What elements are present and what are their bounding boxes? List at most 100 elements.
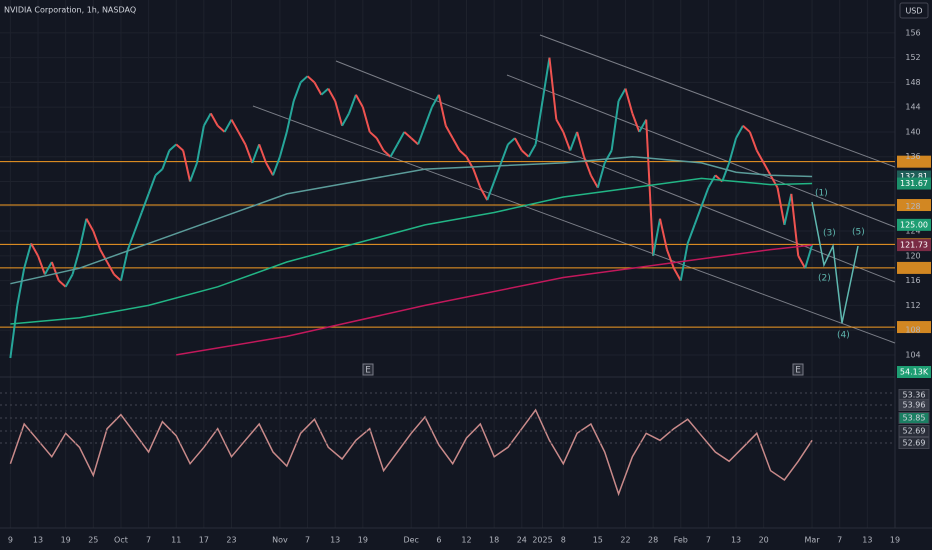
event-marker[interactable] xyxy=(362,363,374,376)
price-segment xyxy=(182,150,192,182)
currency-box[interactable] xyxy=(899,2,929,19)
price-segment xyxy=(672,267,682,282)
price-segment xyxy=(576,131,585,157)
y-tick-label: 108 xyxy=(905,326,920,335)
price-segment xyxy=(652,218,662,257)
price-segment xyxy=(596,162,606,188)
x-tick-label: 25 xyxy=(88,536,98,545)
price-segment xyxy=(762,162,772,176)
price-segment xyxy=(424,106,433,127)
price-segment xyxy=(659,218,668,250)
y-tick-label: 112 xyxy=(905,301,920,310)
currency[interactable]: USD xyxy=(905,7,922,16)
y-tick-label: 120 xyxy=(905,251,920,260)
level-tag xyxy=(897,261,931,274)
price-segment xyxy=(64,273,74,288)
price-segment xyxy=(327,88,337,102)
price-segment xyxy=(23,243,33,269)
price-segment xyxy=(797,255,807,269)
readout-box xyxy=(898,437,930,449)
price-segment xyxy=(92,230,102,250)
wave-label: (5) xyxy=(852,228,865,238)
price-segment xyxy=(237,131,247,145)
price-segment xyxy=(721,162,731,182)
price-tag-label: 132.81 xyxy=(900,172,928,181)
price-segment xyxy=(126,230,136,250)
price-segment xyxy=(113,273,122,282)
price-segment xyxy=(783,193,793,226)
price-segment xyxy=(299,75,309,84)
price-segment xyxy=(375,137,385,152)
price-segment xyxy=(417,125,426,145)
price-segment xyxy=(534,100,544,145)
price-segment xyxy=(140,193,150,213)
price-segment xyxy=(500,143,509,164)
axis: 1041081121161201241281321361401441481521… xyxy=(8,28,931,545)
price-segment xyxy=(320,87,329,96)
price-segment xyxy=(189,162,198,182)
y-tick-label: 116 xyxy=(905,276,920,285)
price-segment xyxy=(431,94,440,108)
price-segment xyxy=(451,137,461,152)
price-segment xyxy=(590,174,599,189)
x-tick-label: 11 xyxy=(171,536,181,545)
x-tick-label: 13 xyxy=(862,536,872,545)
price-segment xyxy=(389,143,399,158)
channel-line xyxy=(539,34,896,168)
x-tick-label: 7 xyxy=(706,536,711,545)
x-tick-label: 19 xyxy=(358,536,368,545)
price-segment xyxy=(603,150,613,164)
wave-projection xyxy=(811,201,859,324)
x-tick-label: 17 xyxy=(199,536,209,545)
price-segment xyxy=(624,88,634,114)
price-segment xyxy=(790,193,800,256)
level-tag xyxy=(897,199,931,212)
price-tag xyxy=(897,239,931,252)
y-tick-label: 140 xyxy=(905,127,920,136)
price-segment xyxy=(195,125,205,164)
price-segment xyxy=(700,187,710,207)
y-tick-label: 144 xyxy=(905,103,920,112)
readout: 53.36 xyxy=(903,391,926,400)
price-segment xyxy=(133,212,143,232)
price-segment xyxy=(555,119,565,133)
y-tick-label: 156 xyxy=(905,28,920,37)
price-segment xyxy=(569,131,579,151)
x-tick-label: 13 xyxy=(731,536,741,545)
event-label[interactable]: E xyxy=(795,366,801,376)
wave-label: (4) xyxy=(837,331,850,341)
readout: 53.96 xyxy=(903,401,926,410)
price-segment xyxy=(541,57,551,102)
volume-label: 54.13K xyxy=(900,368,929,377)
event-label[interactable]: E xyxy=(365,366,371,376)
price-segment xyxy=(258,143,268,164)
price-segment xyxy=(631,113,641,133)
x-tick-label: 18 xyxy=(489,536,499,545)
price-segment xyxy=(583,156,592,176)
event-marker[interactable] xyxy=(792,363,804,376)
x-tick-label: Feb xyxy=(674,536,688,545)
price-segment xyxy=(50,261,60,281)
price-segment xyxy=(313,81,323,96)
x-tick-label: 28 xyxy=(648,536,658,545)
x-tick-label: 7 xyxy=(305,536,310,545)
x-tick-label: 8 xyxy=(561,536,566,545)
price-segment xyxy=(30,242,39,257)
price-segment xyxy=(679,243,689,281)
y-tick-label: 124 xyxy=(905,227,920,236)
price-segment xyxy=(334,100,344,127)
price-segment xyxy=(514,137,523,152)
readout: 52.69 xyxy=(903,427,926,436)
price-segment xyxy=(209,112,219,127)
x-tick-label: 6 xyxy=(436,536,441,545)
price-segment xyxy=(444,125,454,139)
x-tick-label: 24 xyxy=(517,536,527,545)
price-segment xyxy=(348,94,357,114)
price-segment xyxy=(272,156,281,176)
symbol-title: NVIDIA Corporation, 1h, NASDAQ xyxy=(4,6,136,15)
price-tag-label: 125.00 xyxy=(900,220,928,229)
price-segment xyxy=(686,224,696,244)
price-segment xyxy=(16,268,26,306)
price-segment xyxy=(776,187,786,226)
